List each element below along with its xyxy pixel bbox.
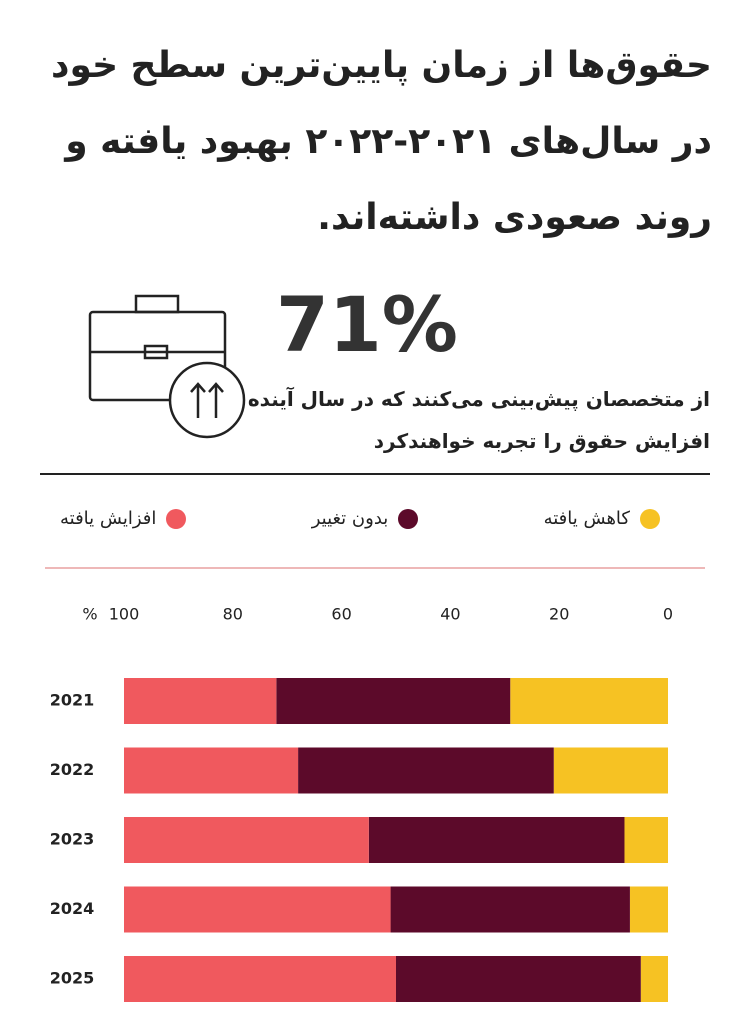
legend-item: کاهش یافته: [544, 508, 660, 529]
y-tick-label: 2023: [50, 830, 95, 849]
bar-segment: [124, 886, 391, 933]
y-tick-label: 2022: [50, 760, 95, 779]
briefcase-icon: [88, 294, 246, 439]
stat-value: 71%: [276, 280, 458, 369]
bar-segment: [624, 817, 668, 863]
x-unit-label: %: [82, 605, 97, 624]
x-tick-label: 60: [331, 605, 351, 624]
bar-segment: [124, 817, 369, 863]
x-tick-label: 40: [440, 605, 460, 624]
bar-segment: [396, 956, 641, 1002]
bar-segment: [629, 886, 668, 933]
bar-segment: [390, 886, 630, 933]
bar-segment: [368, 817, 625, 863]
bar-segment: [124, 747, 299, 794]
legend-label: کاهش یافته: [543, 508, 630, 529]
legend-label: افزایش یافته: [60, 508, 157, 529]
x-tick-label: 20: [549, 605, 569, 624]
bar-segment: [553, 747, 668, 794]
bar-segment: [124, 956, 396, 1002]
legend-item: بدون تغییر: [312, 508, 419, 529]
x-tick-label: 80: [223, 605, 243, 624]
y-tick-label: 2024: [50, 899, 95, 918]
x-tick-label: 0: [663, 605, 673, 624]
legend-label: بدون تغییر: [311, 508, 389, 529]
bar-segment: [510, 678, 668, 724]
legend-swatch: [398, 508, 419, 529]
bar-segment: [640, 956, 668, 1002]
title: حقوق‌ها از زمان پایین‌ترین سطح خود در سا…: [51, 45, 712, 238]
bar-segment: [124, 678, 277, 724]
legend-item: افزایش یافته: [60, 508, 187, 529]
legend-swatch: [166, 508, 187, 529]
y-tick-label: 2021: [50, 691, 95, 710]
stat-description: از متخصصان پیش‌بینی می‌کنند که در سال آی…: [247, 387, 710, 453]
bar-segment: [298, 747, 554, 794]
legend-swatch: [640, 508, 660, 529]
y-tick-label: 2025: [50, 969, 95, 988]
bar-segment: [276, 678, 511, 724]
x-tick-label: 100: [109, 605, 140, 624]
legend: کاهش یافته بدون تغییر افزایش یافته: [60, 508, 660, 529]
